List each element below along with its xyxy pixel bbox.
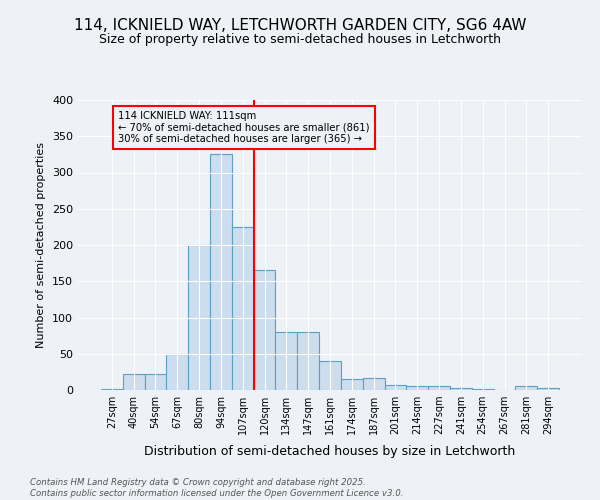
Bar — [101, 388, 123, 390]
Bar — [406, 386, 428, 390]
Bar — [385, 385, 406, 390]
Bar — [363, 378, 385, 390]
Bar — [188, 245, 210, 390]
Bar — [341, 379, 363, 390]
X-axis label: Distribution of semi-detached houses by size in Letchworth: Distribution of semi-detached houses by … — [145, 446, 515, 458]
Bar — [319, 361, 341, 390]
Y-axis label: Number of semi-detached properties: Number of semi-detached properties — [37, 142, 46, 348]
Bar — [166, 354, 188, 390]
Bar — [472, 388, 494, 390]
Bar — [428, 386, 450, 390]
Text: Contains HM Land Registry data © Crown copyright and database right 2025.
Contai: Contains HM Land Registry data © Crown c… — [30, 478, 404, 498]
Text: 114, ICKNIELD WAY, LETCHWORTH GARDEN CITY, SG6 4AW: 114, ICKNIELD WAY, LETCHWORTH GARDEN CIT… — [74, 18, 526, 32]
Bar — [515, 386, 537, 390]
Bar — [210, 154, 232, 390]
Bar — [254, 270, 275, 390]
Text: 114 ICKNIELD WAY: 111sqm
← 70% of semi-detached houses are smaller (861)
30% of : 114 ICKNIELD WAY: 111sqm ← 70% of semi-d… — [118, 111, 370, 144]
Bar — [232, 227, 254, 390]
Bar — [275, 332, 297, 390]
Bar — [297, 332, 319, 390]
Bar — [123, 374, 145, 390]
Bar — [450, 388, 472, 390]
Bar — [145, 374, 166, 390]
Text: Size of property relative to semi-detached houses in Letchworth: Size of property relative to semi-detach… — [99, 32, 501, 46]
Bar — [537, 388, 559, 390]
